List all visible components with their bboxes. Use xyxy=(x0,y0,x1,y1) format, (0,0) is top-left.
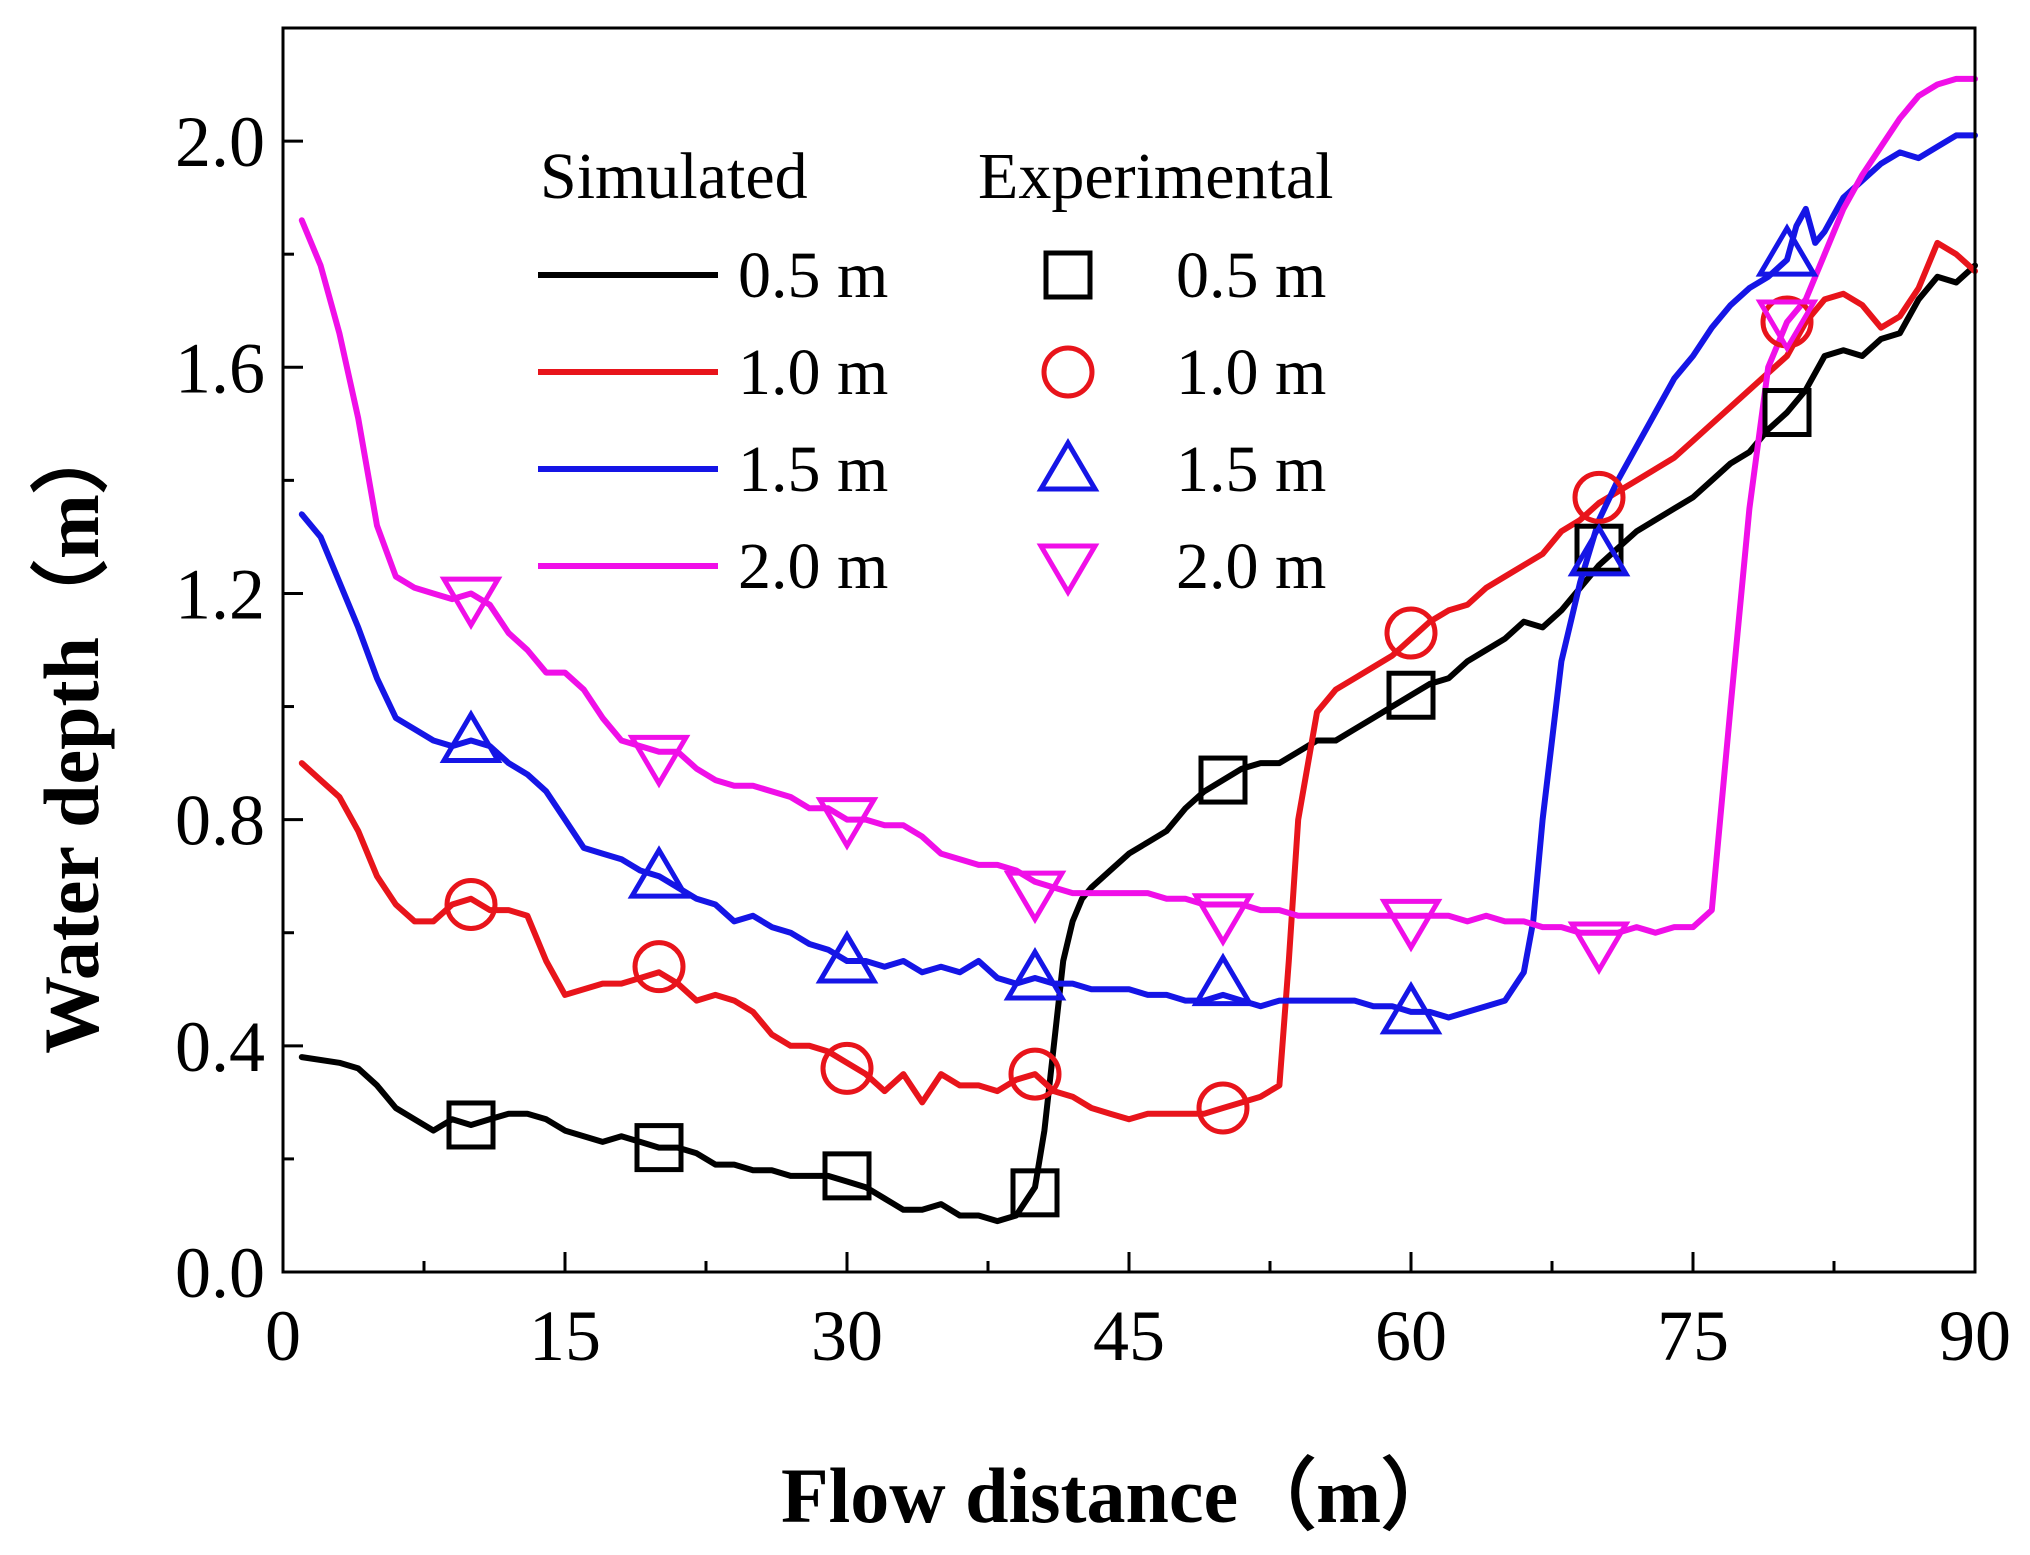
experimental-point-1-0-m xyxy=(1196,1081,1250,1135)
experimental-point-1-5-m xyxy=(627,845,691,899)
legend-marker-0-5-m xyxy=(1043,250,1093,300)
experimental-point-1-5-m xyxy=(439,709,503,763)
y-tick-label: 0.0 xyxy=(175,1233,265,1313)
simulated-lines-group xyxy=(298,75,1978,1225)
simulated-line-1-0-m xyxy=(298,239,1978,1123)
experimental-point-1-5-m xyxy=(1003,947,1067,1001)
experimental-point-1-5-m xyxy=(1191,952,1255,1007)
legend-label-experimental-2-0-m: 2.0 m xyxy=(1176,530,1326,603)
plot-frame xyxy=(281,26,1977,1274)
simulated-line-2-0-m xyxy=(298,75,1978,936)
legend-heading-simulated: Simulated xyxy=(540,140,808,213)
legend-label-simulated-0-5-m: 0.5 m xyxy=(738,239,888,312)
experimental-markers-group xyxy=(439,223,1819,1218)
legend-marker-1-0-m xyxy=(1041,345,1095,399)
experimental-point-2-0-m xyxy=(1567,921,1631,975)
experimental-point-1-0-m xyxy=(444,877,498,931)
experimental-point-0-5-m xyxy=(1762,388,1812,438)
tick-labels-group: 0 15 30 45 60 75 90 0.0 0.4 0.8 1.2 1.6 2.0 xyxy=(175,102,2011,1376)
experimental-point-2-0-m xyxy=(627,734,691,789)
x-tick-label: 15 xyxy=(529,1296,601,1376)
legend-label-experimental-1-5-m: 1.5 m xyxy=(1176,433,1326,506)
x-tick-label: 45 xyxy=(1093,1296,1165,1376)
tick-marks-group xyxy=(281,139,1977,1274)
y-tick-label: 1.6 xyxy=(175,328,265,408)
simulated-line-1-5-m xyxy=(298,132,1978,1021)
legend-label-simulated-1-0-m: 1.0 m xyxy=(738,336,888,409)
experimental-point-1-5-m xyxy=(1755,223,1819,277)
x-tick-label: 75 xyxy=(1657,1296,1729,1376)
experimental-point-0-5-m xyxy=(1386,670,1436,720)
experimental-point-0-5-m xyxy=(1010,1168,1060,1218)
experimental-point-2-0-m xyxy=(439,576,503,631)
x-tick-label: 90 xyxy=(1939,1296,2011,1376)
x-tick-label: 0 xyxy=(265,1296,301,1376)
legend: Simulated Experimental 0.5 m 0.5 m 1.0 m 1.… xyxy=(538,140,1334,603)
legend-label-experimental-1-0-m: 1.0 m xyxy=(1176,336,1326,409)
legend-label-simulated-1-5-m: 1.5 m xyxy=(738,433,888,506)
x-axis-title: Flow distance（m） xyxy=(781,1452,1459,1539)
legend-label-simulated-2-0-m: 2.0 m xyxy=(738,530,888,603)
experimental-point-0-5-m xyxy=(446,1100,496,1150)
experimental-point-2-0-m xyxy=(1379,898,1443,953)
experimental-point-1-0-m xyxy=(1008,1047,1062,1101)
legend-heading-experimental: Experimental xyxy=(978,140,1334,213)
experimental-point-2-0-m xyxy=(1191,893,1255,947)
y-tick-label: 2.0 xyxy=(175,102,265,182)
experimental-point-1-5-m xyxy=(1379,980,1443,1035)
x-tick-label: 30 xyxy=(811,1296,883,1376)
experimental-point-2-0-m xyxy=(815,797,879,851)
legend-marker-1-5-m xyxy=(1036,438,1100,492)
experimental-point-1-5-m xyxy=(815,930,879,984)
experimental-point-1-0-m xyxy=(632,940,686,994)
experimental-point-0-5-m xyxy=(822,1151,872,1201)
experimental-point-2-0-m xyxy=(1755,299,1819,353)
legend-label-experimental-0-5-m: 0.5 m xyxy=(1176,239,1326,312)
experimental-point-0-5-m xyxy=(634,1123,684,1173)
simulated-line-0-5-m xyxy=(298,262,1978,1225)
experimental-point-1-0-m xyxy=(820,1041,874,1095)
experimental-point-1-0-m xyxy=(1384,606,1438,660)
y-tick-label: 0.4 xyxy=(175,1007,265,1087)
y-axis-title: Water depth（m） xyxy=(28,416,115,1054)
x-tick-label: 60 xyxy=(1375,1296,1447,1376)
legend-marker-2-0-m xyxy=(1036,543,1100,597)
experimental-point-2-0-m xyxy=(1003,870,1067,925)
plot-frame-group xyxy=(281,26,1977,1274)
experimental-point-1-5-m xyxy=(1567,522,1631,577)
experimental-point-0-5-m xyxy=(1198,755,1248,805)
y-tick-label: 0.8 xyxy=(175,781,265,861)
experimental-point-1-0-m xyxy=(1572,470,1626,524)
y-tick-label: 1.2 xyxy=(175,554,265,634)
